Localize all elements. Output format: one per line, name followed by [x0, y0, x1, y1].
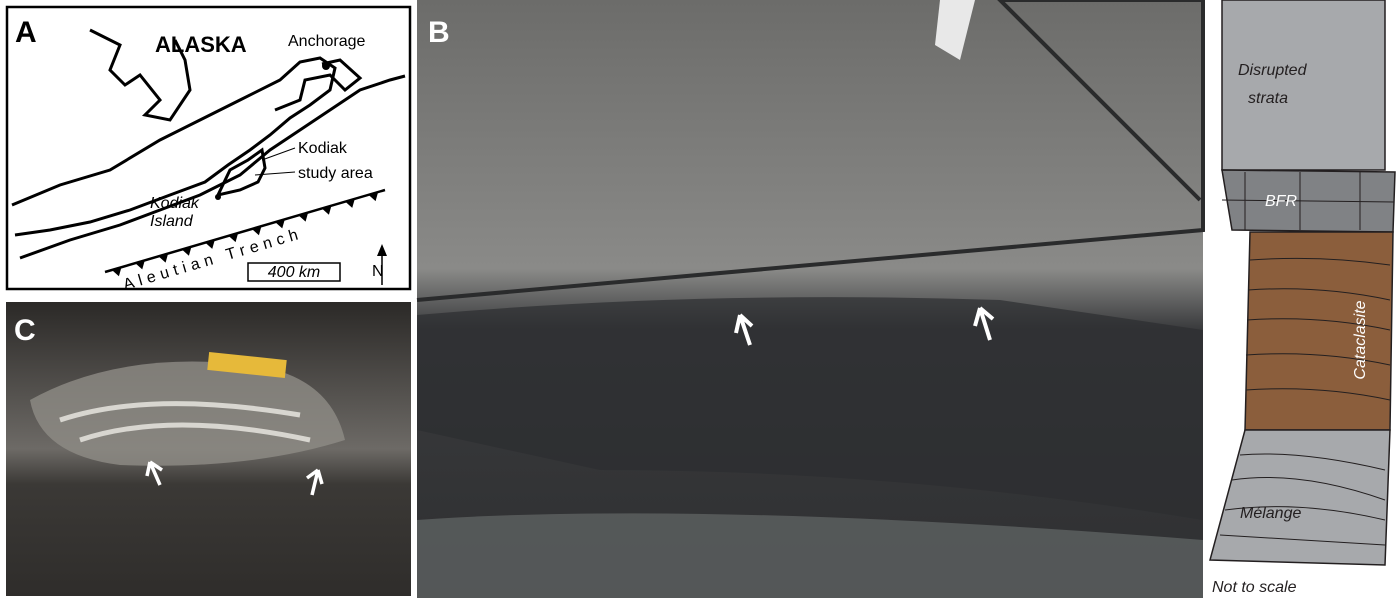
unit-name: Cataclasite: [1352, 300, 1369, 379]
unit-name: BFR: [1265, 193, 1297, 210]
anchorage-dot: [322, 62, 330, 70]
island-name: Kodiak: [150, 195, 200, 212]
panel-a: A ALASKA Anchorage Kodiak study area Kod…: [7, 7, 410, 294]
unit-name: Mélange: [1240, 505, 1301, 522]
panel-label: B: [428, 16, 450, 49]
cataclasite: [1245, 232, 1393, 430]
kodiak-dot: [215, 194, 221, 200]
figure: A ALASKA Anchorage Kodiak study area Kod…: [0, 0, 1399, 598]
disrupted-strata: [1222, 0, 1385, 170]
north-label: N: [372, 263, 384, 280]
place-name: study area: [298, 165, 373, 182]
place-name: Anchorage: [288, 33, 365, 50]
panel-label: A: [15, 16, 37, 49]
panel-c: C: [6, 302, 411, 596]
panel-label: C: [14, 314, 36, 347]
column: Disrupted strata BFR Cataclasite Mélange…: [1210, 0, 1395, 596]
unit-name: strata: [1248, 90, 1288, 107]
region-name: ALASKA: [155, 32, 247, 57]
scale-label: 400 km: [268, 264, 320, 281]
place-name: Kodiak: [298, 140, 348, 157]
unit-name: Disrupted: [1238, 62, 1308, 79]
melange: [1210, 430, 1390, 565]
panel-b: B: [417, 0, 1203, 598]
note: Not to scale: [1212, 579, 1297, 596]
island-name: Island: [150, 213, 194, 230]
